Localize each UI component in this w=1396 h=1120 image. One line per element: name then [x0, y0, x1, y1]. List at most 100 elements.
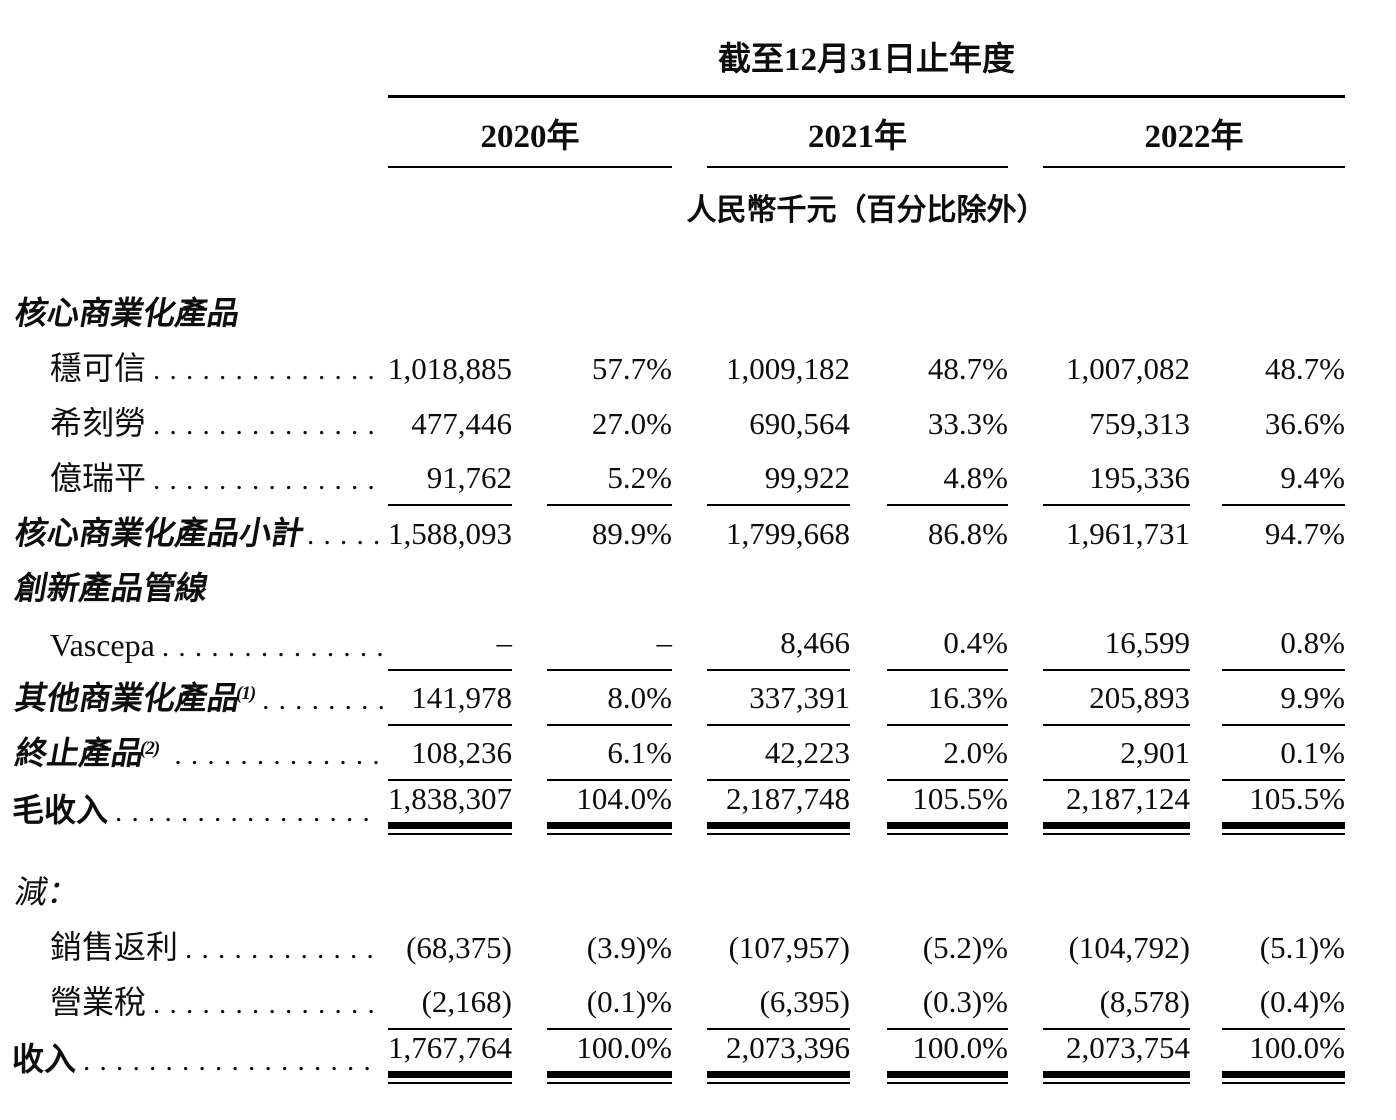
row-label: 毛收入 — [12, 791, 109, 828]
value-cell: 1,961,731 — [1066, 515, 1190, 551]
value-cell: 16,599 — [1043, 614, 1190, 671]
column-gap — [850, 505, 887, 560]
value-cell: 16.3% — [887, 669, 1008, 726]
value-cell: 86.8% — [927, 515, 1008, 551]
column-gap — [1008, 725, 1043, 780]
value-cell: 100.0% — [1222, 1029, 1345, 1086]
financial-table: 截至12月31日止年度 2020年 2021年 2022年 人民幣千元（百分比除… — [12, 18, 1345, 1086]
column-gap — [850, 395, 887, 450]
value-cell: (0.4)% — [1222, 973, 1345, 1030]
column-gap — [512, 780, 547, 837]
spacer-row — [12, 233, 1345, 285]
column-gap — [1190, 395, 1222, 450]
value-cell: 33.3% — [927, 405, 1008, 441]
column-gap — [850, 919, 887, 974]
row-label: 收入 — [12, 1040, 77, 1077]
value-cell: 690,564 — [749, 405, 850, 441]
value-cell: 105.5% — [1222, 780, 1345, 837]
column-gap — [850, 615, 887, 670]
column-gap — [512, 615, 547, 670]
column-gap — [672, 974, 707, 1029]
value-cell: 36.6% — [1264, 405, 1345, 441]
value-cell: 9.9% — [1222, 669, 1345, 726]
corner-cell — [12, 167, 388, 233]
row-label-cell: 銷售返利. . . . . . . . . . . . — [12, 919, 388, 974]
value-cell: 477,446 — [411, 405, 512, 441]
column-gap — [1008, 1029, 1043, 1086]
row-label: 希刻勞 — [50, 404, 147, 441]
row-label: 銷售返利 — [50, 928, 179, 965]
column-gap — [672, 97, 707, 167]
column-gap — [672, 1029, 707, 1086]
value-cell: 5.2% — [547, 449, 672, 506]
spacer-cell — [12, 233, 1345, 285]
row-label-cell: 收入. . . . . . . . . . . . . . . . . . — [12, 1029, 388, 1086]
value-cell: – — [388, 614, 512, 671]
table-title-row: 截至12月31日止年度 — [12, 18, 1345, 98]
row-label-cell: 其他商業化產品(1) . . . . . . . . — [12, 670, 388, 725]
column-gap — [672, 919, 707, 974]
table-row: 核心商業化產品小計. . . . . 1,588,093 89.9% 1,799,66… — [12, 505, 1345, 560]
value-cell: 94.7% — [1264, 515, 1345, 551]
column-gap — [672, 725, 707, 780]
column-gap — [850, 670, 887, 725]
value-cell: 1,588,093 — [388, 515, 512, 551]
value-cell: 0.4% — [887, 614, 1008, 671]
value-cell: (0.1)% — [547, 973, 672, 1030]
column-gap — [512, 919, 547, 974]
table-row: 億瑞平. . . . . . . . . . . . . . 91,762 5.2%… — [12, 449, 1345, 506]
column-gap — [512, 670, 547, 725]
column-gap — [1190, 505, 1222, 560]
column-gap — [1008, 615, 1043, 670]
column-gap — [672, 780, 707, 837]
dot-leader: . . . . . . . . . . . . . — [166, 738, 381, 771]
column-gap — [850, 450, 887, 505]
year-header-2022: 2022年 — [1043, 96, 1345, 168]
column-gap — [1190, 1029, 1222, 1086]
value-cell: 2,187,748 — [707, 780, 850, 837]
value-cell: 1,838,307 — [388, 780, 512, 837]
value-cell: 100.0% — [547, 1029, 672, 1086]
value-cell: 141,978 — [388, 669, 512, 726]
unit-note-row: 人民幣千元（百分比除外） — [12, 167, 1345, 233]
column-gap — [1190, 450, 1222, 505]
table-row: Vascepa. . . . . . . . . . . . . . – –8,46… — [12, 614, 1345, 671]
table-row: 毛收入. . . . . . . . . . . . . . . . 1,838,… — [12, 780, 1345, 837]
dot-leader: . . . . . . . . . . . . . . — [153, 408, 376, 441]
year-header-row: 2020年 2021年 2022年 — [12, 96, 1345, 168]
table-row: 希刻勞. . . . . . . . . . . . . . 477,446 27.… — [12, 395, 1345, 450]
row-label-cell: 核心商業化產品小計. . . . . — [12, 505, 388, 560]
value-cell: 0.1% — [1222, 724, 1345, 781]
value-cell: 1,799,668 — [726, 515, 850, 551]
column-gap — [672, 395, 707, 450]
year-header-2021: 2021年 — [707, 96, 1008, 168]
row-label-cell: 減： — [12, 837, 388, 919]
table-row: 終止產品(2) . . . . . . . . . . . . . 108,236… — [12, 724, 1345, 781]
dot-leader: . . . . . . . . . . . . . . — [153, 987, 376, 1020]
value-cell: 104.0% — [547, 780, 672, 837]
value-cell: (3.9)% — [586, 929, 672, 965]
value-cell: 1,767,764 — [388, 1029, 512, 1086]
footnote-marker: (2) — [140, 737, 160, 759]
dot-leader: . . . . . . . . . . . . — [185, 932, 375, 965]
column-gap — [1190, 974, 1222, 1029]
row-label-cell: 終止產品(2) . . . . . . . . . . . . . — [12, 725, 388, 780]
table-row: 收入. . . . . . . . . . . . . . . . . . 1,7… — [12, 1029, 1345, 1086]
column-gap — [1190, 919, 1222, 974]
value-cell: 337,391 — [707, 669, 850, 726]
column-gap — [1008, 97, 1043, 167]
value-cell: 2,187,124 — [1043, 780, 1190, 837]
value-cell: 9.4% — [1222, 449, 1345, 506]
row-label: 創新產品管線 — [12, 569, 211, 606]
column-gap — [1190, 725, 1222, 780]
value-cell: (5.1)% — [1259, 929, 1345, 965]
value-cell: 91,762 — [388, 449, 512, 506]
row-label-cell: 穩可信. . . . . . . . . . . . . . — [12, 340, 388, 395]
column-gap — [512, 340, 547, 395]
row-label-cell: 毛收入. . . . . . . . . . . . . . . . — [12, 780, 388, 837]
value-cell: – — [547, 614, 672, 671]
value-cell: (2,168) — [388, 973, 512, 1030]
value-cell: (6,395) — [707, 973, 850, 1030]
value-cell: 108,236 — [388, 724, 512, 781]
value-cell: 1,009,182 — [726, 350, 850, 386]
